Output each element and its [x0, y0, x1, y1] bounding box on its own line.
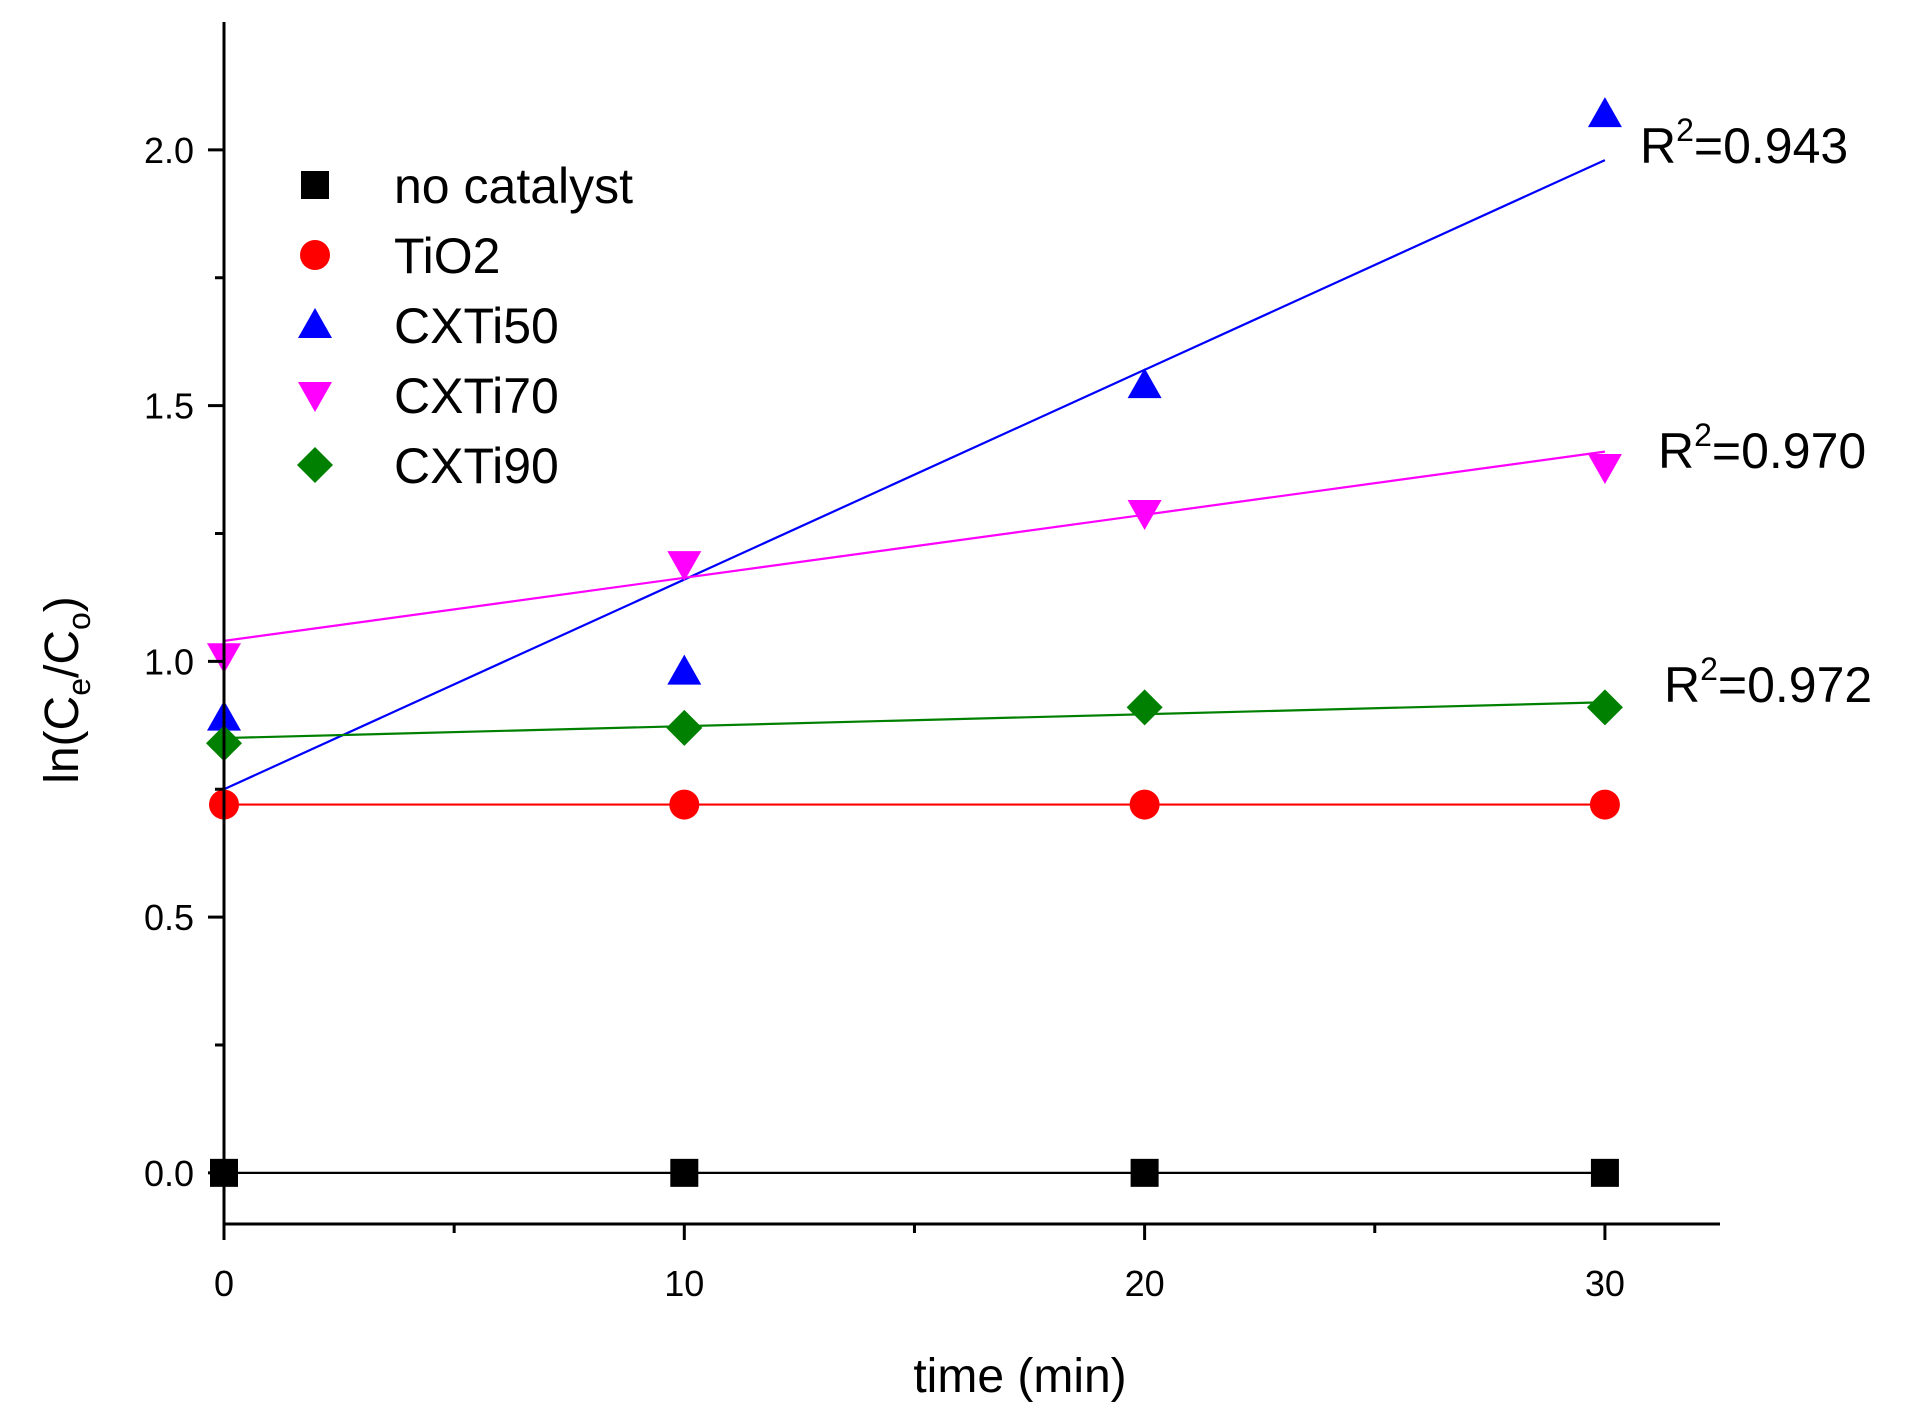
legend-label-no-catalyst: no catalyst	[394, 158, 633, 214]
point-tio2	[1129, 789, 1160, 820]
x-axis-title: time (min)	[913, 1350, 1126, 1403]
data-markers	[206, 97, 1623, 1187]
legend: no catalyst TiO2 CXTi50 CXTi70 CXTi90	[297, 158, 633, 494]
fit-lines	[223, 159, 1606, 1174]
point-cxti90	[1586, 689, 1623, 726]
point-cxti90	[1126, 689, 1163, 726]
y-tick-label: 1.0	[144, 641, 194, 682]
point-cxti90	[666, 709, 703, 746]
axes	[222, 22, 1720, 1226]
r2-label-cxti90: R2=0.972	[1664, 651, 1872, 713]
point-cxti70	[1127, 500, 1162, 531]
point-no-catalyst	[670, 1158, 699, 1187]
point-tio2	[1589, 789, 1620, 820]
legend-label-tio2: TiO2	[394, 228, 501, 284]
point-cxti50	[1587, 97, 1622, 128]
y-axis-title: ln(Ce/Co)	[36, 596, 97, 784]
x-tick-label: 10	[664, 1263, 704, 1304]
fit-line-cxti90	[223, 701, 1605, 740]
legend-label-cxti90: CXTi90	[394, 438, 559, 494]
legend-marker-tio2	[300, 240, 330, 270]
point-cxti70	[667, 551, 702, 582]
point-no-catalyst	[1590, 1158, 1619, 1187]
fit-line-cxti50	[223, 159, 1606, 791]
point-no-catalyst	[1130, 1158, 1159, 1187]
legend-label-cxti70: CXTi70	[394, 368, 559, 424]
point-cxti50	[667, 654, 702, 685]
tick-labels: 0 10 20 30 0.0 0.5 1.0 1.5 2.0	[144, 130, 1625, 1304]
point-tio2	[669, 789, 700, 820]
x-tick-label: 0	[214, 1263, 234, 1304]
r2-label-cxti70: R2=0.970	[1658, 417, 1866, 479]
y-tick-label: 2.0	[144, 130, 194, 171]
legend-marker-cxti70	[298, 382, 332, 412]
y-tick-label: 0.0	[144, 1153, 194, 1194]
y-tick-label: 1.5	[144, 386, 194, 427]
legend-marker-no-catalyst	[301, 171, 329, 199]
legend-marker-cxti90	[297, 447, 333, 483]
r2-label-cxti50: R2=0.943	[1640, 112, 1848, 174]
legend-label-cxti50: CXTi50	[394, 298, 559, 354]
x-tick-label: 20	[1125, 1263, 1165, 1304]
r2-annotations: R2=0.943 R2=0.970 R2=0.972	[1640, 112, 1872, 713]
fit-line-cxti70	[223, 450, 1606, 642]
y-tick-label: 0.5	[144, 897, 194, 938]
legend-marker-cxti50	[298, 308, 332, 338]
point-cxti50	[1127, 368, 1162, 399]
ticks	[208, 148, 1607, 1240]
x-tick-label: 30	[1585, 1263, 1625, 1304]
point-cxti70	[1587, 453, 1622, 484]
